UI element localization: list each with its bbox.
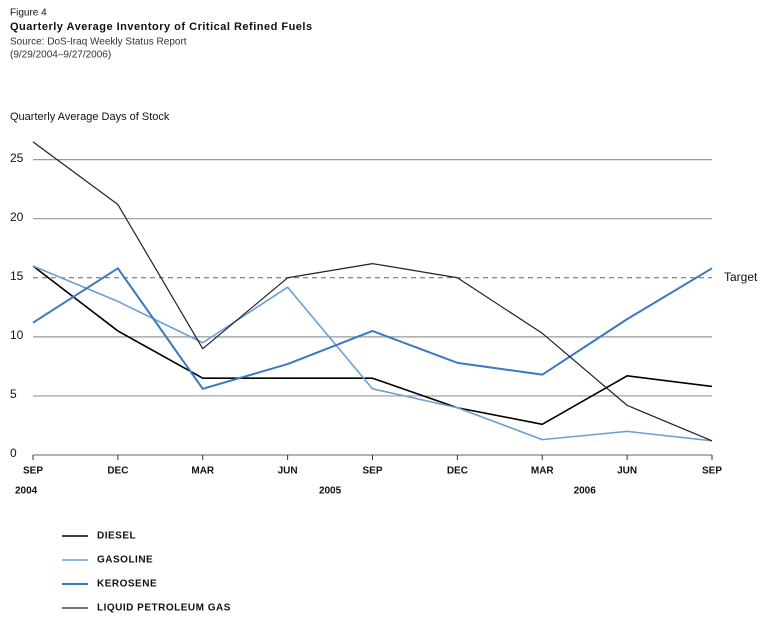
source: Source: DoS-Iraq Weekly Status Report	[10, 37, 187, 48]
legend-label: GASOLINE	[97, 555, 153, 566]
legend-label: DIESEL	[97, 531, 136, 542]
y-tick-label: 0	[10, 446, 17, 460]
x-tick-label: MAR	[191, 466, 215, 477]
series-line	[32, 265, 713, 426]
y-tick-label: 20	[10, 210, 24, 224]
y-tick-label: 15	[10, 269, 24, 283]
source-range: (9/29/2004–9/27/2006)	[10, 50, 111, 61]
year-label: 2006	[574, 486, 597, 497]
series-line	[32, 141, 713, 442]
x-tick-label: SEP	[23, 466, 43, 477]
y-tick-label: 25	[10, 151, 24, 165]
figure-label: Figure 4	[10, 8, 47, 19]
target-label: Target	[724, 270, 758, 284]
y-tick-label: 5	[10, 387, 17, 401]
x-tick-label: DEC	[447, 466, 468, 477]
y-tick-label: 10	[10, 328, 24, 342]
x-tick-label: SEP	[702, 466, 722, 477]
x-tick-label: JUN	[617, 466, 637, 477]
series-line	[32, 265, 713, 442]
x-tick-label: MAR	[531, 466, 555, 477]
year-label: 2004	[15, 486, 38, 497]
legend-label: KEROSENE	[97, 579, 157, 590]
x-tick-label: DEC	[107, 466, 128, 477]
chart-title: Quarterly Average Inventory of Critical …	[10, 21, 313, 33]
x-tick-label: SEP	[362, 466, 382, 477]
x-tick-label: JUN	[278, 466, 298, 477]
y-axis-label: Quarterly Average Days of Stock	[10, 111, 170, 123]
series-line	[32, 267, 713, 390]
legend-label: LIQUID PETROLEUM GAS	[97, 603, 231, 614]
year-label: 2005	[319, 486, 342, 497]
